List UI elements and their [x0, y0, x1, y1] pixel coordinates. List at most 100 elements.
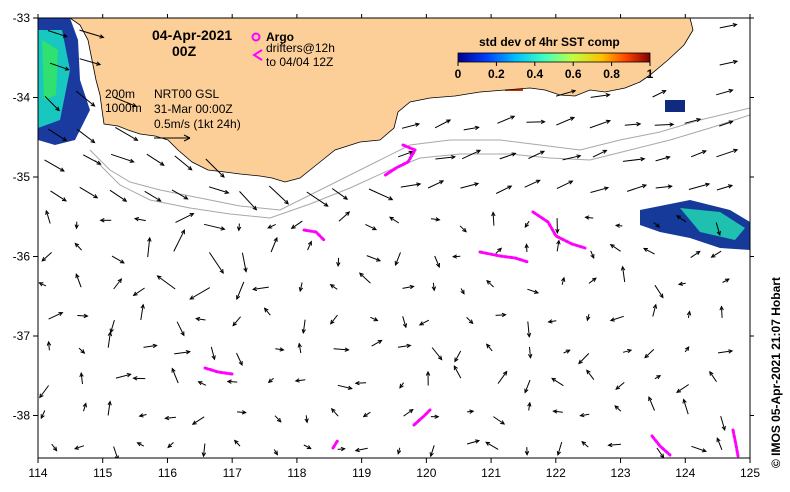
current-arrow [684, 118, 702, 124]
current-arrow [74, 445, 85, 450]
current-arrow [110, 153, 135, 163]
colorbar-title: std dev of 4hr SST comp [479, 35, 620, 49]
current-arrow [556, 441, 563, 456]
current-arrow [709, 370, 717, 382]
x-axis: 114 115 116 117 118 119 120 121 122 123 124 125 [28, 14, 760, 480]
current-arrow [329, 314, 338, 325]
current-arrow [40, 410, 46, 420]
current-arrow [82, 154, 102, 165]
drifters-label: drifters@12h [266, 41, 335, 55]
current-arrow [589, 119, 611, 129]
current-arrow [399, 382, 405, 389]
current-arrow [330, 407, 339, 417]
current-arrow [676, 384, 689, 393]
current-arrow [653, 222, 661, 228]
current-arrow [579, 412, 590, 418]
current-arrow [581, 440, 589, 448]
current-arrow [82, 402, 87, 412]
depth-200-label: 200m [105, 87, 135, 101]
current-arrow [463, 125, 480, 131]
current-arrow [197, 381, 207, 386]
current-arrow [495, 185, 513, 194]
current-arrow [358, 272, 371, 284]
current-arrow [524, 243, 529, 253]
argo-marker-icon [251, 32, 261, 42]
current-arrow [722, 278, 730, 283]
current-arrow [76, 128, 96, 144]
current-arrow [555, 89, 577, 97]
current-arrow [716, 88, 734, 96]
current-arrow [435, 155, 457, 160]
current-arrow [524, 179, 541, 188]
current-arrow [201, 443, 207, 458]
current-arrow [461, 149, 482, 160]
current-arrow [77, 313, 89, 319]
current-arrow [686, 310, 692, 318]
current-arrow [329, 284, 338, 290]
drifter-track [302, 228, 326, 242]
y-tick-label: -35 [13, 170, 31, 184]
current-arrow [46, 340, 52, 351]
current-arrow [430, 414, 440, 419]
x-tick-label: 117 [223, 466, 242, 480]
x-tick-label: 122 [546, 466, 566, 480]
current-arrow [189, 287, 211, 300]
current-arrow [400, 182, 422, 188]
current-arrow [493, 416, 506, 425]
current-arrow [156, 275, 176, 290]
current-arrow [452, 254, 461, 259]
current-arrow [75, 273, 82, 288]
current-arrow [652, 90, 667, 98]
current-arrow [267, 223, 276, 229]
current-arrow [719, 23, 738, 29]
drifters-to-label: to 04/04 12Z [266, 55, 333, 69]
current-arrow [294, 378, 306, 383]
current-arrow [716, 184, 734, 191]
current-arrow [48, 312, 64, 320]
current-arrow [688, 182, 711, 190]
current-arrow [301, 319, 306, 335]
current-arrow [402, 284, 415, 290]
colorbar-tick-label: 0.4 [526, 67, 543, 81]
current-arrow [107, 331, 113, 348]
current-arrow [389, 216, 400, 224]
current-arrow [113, 96, 138, 107]
current-arrow [140, 303, 145, 320]
current-vectors [38, 23, 739, 458]
current-arrow [174, 350, 191, 355]
current-arrow [290, 220, 303, 229]
current-arrow [644, 349, 655, 359]
current-arrow [614, 223, 623, 228]
y-tick-label: -36 [13, 250, 31, 264]
current-arrow [459, 225, 467, 233]
colorbar-gradient [457, 52, 651, 63]
current-arrow [719, 305, 724, 318]
drifter-track [331, 438, 340, 450]
current-arrow [371, 339, 383, 347]
current-arrow [307, 240, 312, 251]
current-arrow [691, 445, 707, 453]
y-tick-label: -37 [13, 329, 31, 343]
current-arrow [431, 347, 443, 361]
current-arrow [527, 401, 532, 411]
current-arrow [485, 441, 499, 450]
current-arrow [586, 313, 591, 322]
current-arrow [486, 279, 494, 288]
colorbar: std dev of 4hr SST comp 0 0.2 0.4 0.6 0.8 1 [455, 35, 654, 81]
isobath-200m [89, 107, 750, 211]
x-tick-label: 118 [287, 466, 306, 480]
current-arrow [49, 62, 70, 71]
current-arrow [337, 446, 346, 452]
current-arrow [111, 255, 125, 264]
current-arrow [430, 217, 441, 222]
current-arrow [718, 349, 734, 354]
plot-frame [37, 17, 751, 459]
product-date-label: 31-Mar 00:00Z [154, 102, 233, 116]
current-arrow [622, 348, 633, 354]
current-arrow [331, 188, 349, 200]
current-arrow [394, 252, 401, 266]
current-arrow [460, 182, 480, 189]
current-arrow [677, 281, 686, 286]
current-arrow [368, 188, 394, 201]
current-arrow [590, 186, 610, 193]
